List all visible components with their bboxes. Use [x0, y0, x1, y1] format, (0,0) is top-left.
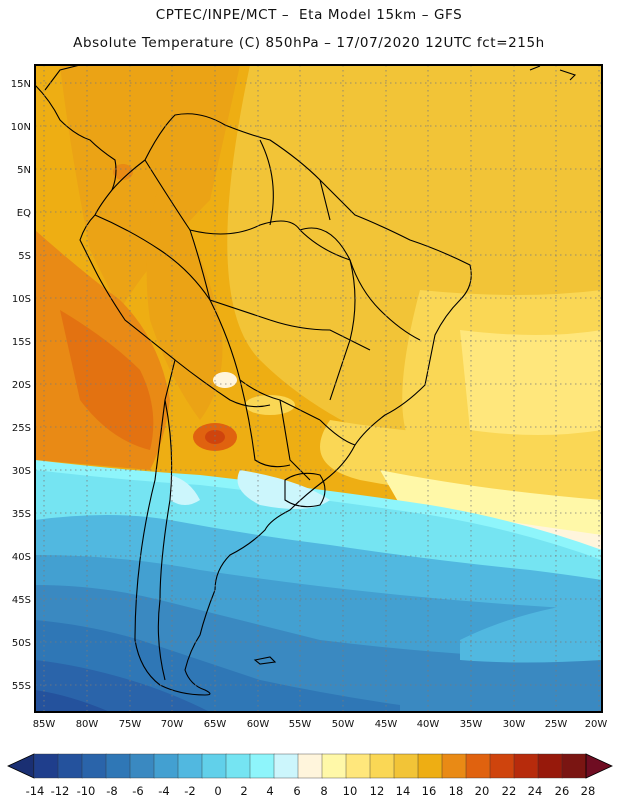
- map-subtitle: Absolute Temperature (C) 850hPa – 17/07/…: [73, 35, 545, 51]
- colorbar-swatch: [297, 753, 323, 779]
- lat-label: 30S: [12, 466, 31, 477]
- colorbar-swatch: [561, 753, 587, 779]
- colorbar-label: -12: [51, 784, 70, 798]
- colorbar-label: -10: [77, 784, 96, 798]
- lat-label: 45S: [12, 595, 31, 606]
- colorbar-label: -2: [184, 784, 195, 798]
- coastlines: [35, 65, 577, 696]
- lat-label: 15S: [12, 337, 31, 348]
- lat-label: 5S: [18, 251, 31, 262]
- colorbar-swatch: [129, 753, 155, 779]
- lon-label: 35W: [460, 719, 483, 730]
- colorbar-label: -6: [132, 784, 143, 798]
- colorbar-swatch: [177, 753, 203, 779]
- lat-label: 40S: [12, 552, 31, 563]
- lon-label: 70W: [161, 719, 184, 730]
- colorbar-swatch: [225, 753, 251, 779]
- colorbar-label: -8: [106, 784, 117, 798]
- latitude-labels: 15N 10N 5N EQ 5S 10S 15S 20S 25S 30S 35S…: [11, 79, 31, 692]
- colorbar-swatch: [105, 753, 131, 779]
- colorbar-swatch: [465, 753, 491, 779]
- colorbar-swatch: [57, 753, 83, 779]
- colorbar-swatch: [393, 753, 419, 779]
- colorbar-swatch: [489, 753, 515, 779]
- lon-label: 45W: [375, 719, 398, 730]
- colorbar-swatch: [441, 753, 467, 779]
- colorbar-swatch: [537, 753, 563, 779]
- map-title: CPTEC/INPE/MCT – Eta Model 15km – GFS: [155, 7, 463, 23]
- plot-frame: [34, 64, 603, 713]
- colorbar-swatch: [369, 753, 395, 779]
- colorbar-label: 10: [343, 784, 358, 798]
- colorbar-low-arrow: [7, 753, 35, 779]
- lon-label: 40W: [417, 719, 440, 730]
- colorbar-label: 8: [320, 784, 327, 798]
- lon-label: 80W: [76, 719, 99, 730]
- colorbar-swatch: [321, 753, 347, 779]
- colorbar-labels: -14 -12 -10 -8 -6 -4 -2 0 2 4 6 8 10 12 …: [26, 784, 596, 798]
- colorbar-label: 18: [449, 784, 464, 798]
- colorbar-swatch: [33, 753, 59, 779]
- colorbar-swatch: [81, 753, 107, 779]
- lon-label: 60W: [247, 719, 270, 730]
- colorbar-label: 6: [293, 784, 300, 798]
- lat-label: 35S: [12, 509, 31, 520]
- lon-label: 30W: [503, 719, 526, 730]
- colorbar-label: 24: [528, 784, 543, 798]
- colorbar: [7, 753, 613, 779]
- lon-label: 85W: [33, 719, 56, 730]
- longitude-labels: 85W 80W 75W 70W 65W 60W 55W 50W 45W 40W …: [33, 719, 608, 730]
- colorbar-high-arrow: [585, 753, 613, 779]
- colorbar-label: 20: [475, 784, 490, 798]
- colorbar-label: 4: [266, 784, 273, 798]
- lon-label: 20W: [585, 719, 608, 730]
- lat-label: 20S: [12, 380, 31, 391]
- colorbar-label: 26: [555, 784, 570, 798]
- colorbar-label: 14: [396, 784, 411, 798]
- colorbar-label: -14: [26, 784, 45, 798]
- lat-label: 25S: [12, 423, 31, 434]
- colorbar-swatch: [273, 753, 299, 779]
- colorbar-label: -4: [158, 784, 169, 798]
- lat-label: 10S: [12, 294, 31, 305]
- lon-label: 55W: [289, 719, 312, 730]
- colorbar-swatch: [417, 753, 443, 779]
- lon-label: 25W: [545, 719, 568, 730]
- colorbar-swatch: [513, 753, 539, 779]
- colorbar-label: 22: [502, 784, 517, 798]
- colorbar-swatch: [153, 753, 179, 779]
- lat-label: 55S: [12, 681, 31, 692]
- colorbar-label: 0: [214, 784, 221, 798]
- colorbar-label: 12: [370, 784, 385, 798]
- temperature-field: [35, 65, 602, 712]
- colorbar-label: 28: [581, 784, 596, 798]
- lon-label: 75W: [119, 719, 142, 730]
- colorbar-swatch: [201, 753, 227, 779]
- lat-label: EQ: [17, 208, 31, 219]
- lon-label: 50W: [332, 719, 355, 730]
- lat-label: 15N: [11, 79, 31, 90]
- colorbar-label: 2: [240, 784, 247, 798]
- colorbar-label: 16: [422, 784, 437, 798]
- colorbar-swatch: [345, 753, 371, 779]
- lat-label: 10N: [11, 122, 31, 133]
- lat-label: 50S: [12, 638, 31, 649]
- colorbar-swatch: [249, 753, 275, 779]
- lon-label: 65W: [204, 719, 227, 730]
- lat-label: 5N: [17, 165, 31, 176]
